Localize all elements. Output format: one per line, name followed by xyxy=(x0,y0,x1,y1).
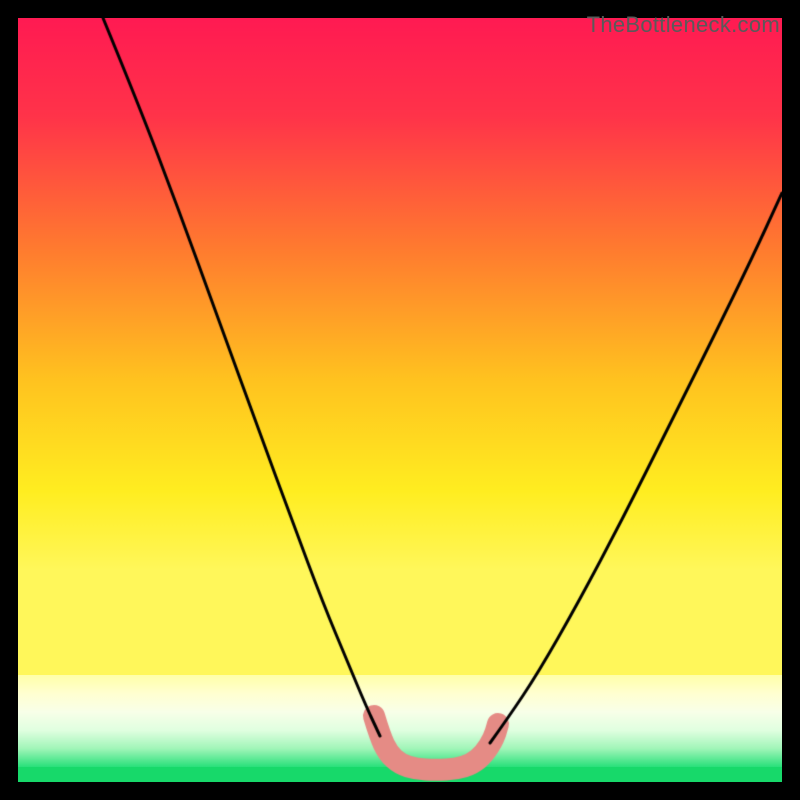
watermark-text: TheBottleneck.com xyxy=(587,12,780,38)
curve-canvas xyxy=(18,18,782,782)
chart-frame: TheBottleneck.com xyxy=(0,0,800,800)
plot-area xyxy=(18,18,782,782)
